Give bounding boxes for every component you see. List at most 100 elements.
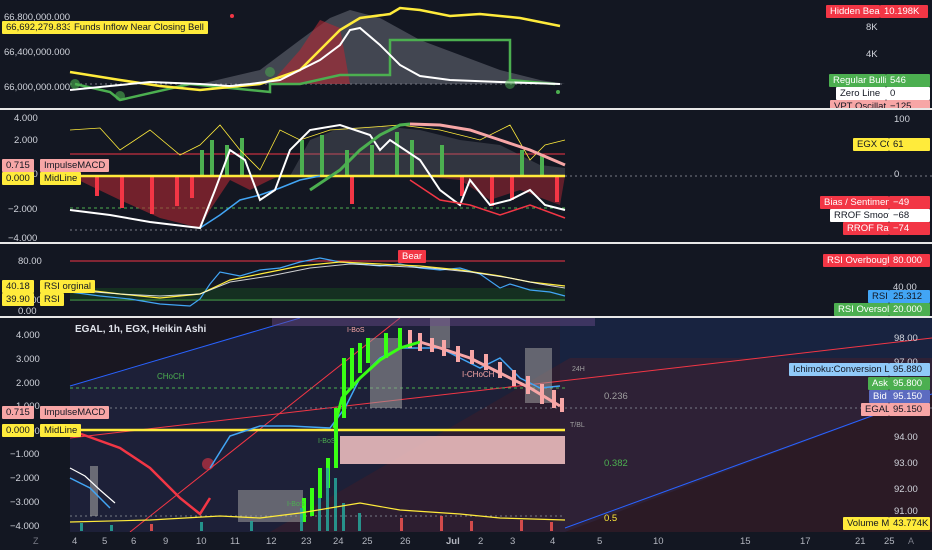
rsi-oversold-label: RSI Oversold — [834, 303, 895, 316]
time-tick: 6 — [131, 536, 137, 547]
rsi-label: RSI — [868, 290, 889, 303]
timezone-toggle[interactable]: Z — [33, 536, 39, 546]
main-price-pane[interactable]: EGAL, 1h, EGX, Heikin Ashi CHoCH I-CHoCH… — [0, 318, 932, 532]
bullish-marker — [505, 79, 515, 89]
time-tick: 25 — [884, 536, 895, 547]
red-trend-line — [69, 337, 932, 439]
left-blue-line — [69, 477, 111, 509]
time-tick: 24 — [333, 536, 344, 547]
rsi-plot — [69, 257, 566, 307]
price-tick: 94.00 — [894, 432, 918, 443]
time-tick: 15 — [740, 536, 751, 547]
hidden-bearish-label: Hidden Bearish — [826, 5, 895, 18]
bearish-dot — [230, 14, 234, 18]
impulse-title[interactable]: ImpulseMACD — [40, 159, 110, 172]
vpt-oscillator-plot — [69, 6, 565, 102]
price-tick: 98.00 — [894, 333, 918, 344]
right-tick: 4K — [866, 49, 878, 60]
y-tick: −4.000 — [8, 233, 38, 242]
dark-zone — [70, 318, 560, 532]
y-tick: 2.000 — [14, 135, 38, 146]
time-axis[interactable]: Z 4 5 6 9 10 11 12 23 24 25 26 Jul 2 3 4… — [0, 532, 932, 550]
right-tick: 40.00 — [893, 282, 917, 293]
symbol-title[interactable]: EGAL, 1h, EGX, Heikin Ashi — [75, 324, 207, 335]
price-tick: 93.00 — [894, 458, 918, 469]
vpt-red-area — [270, 20, 350, 84]
ichoch-label: I-CHoCH — [462, 370, 495, 379]
bear-tag: Bear — [398, 250, 427, 263]
y-tick: 2.000 — [16, 378, 40, 389]
rsi-band — [70, 288, 565, 300]
channel-upper — [69, 318, 301, 387]
rrof-smooth-value: −68 — [889, 209, 930, 222]
time-tick: 4 — [550, 536, 556, 547]
right-tick: 0 — [894, 169, 900, 180]
right-tick: 8K — [866, 22, 878, 33]
ichimoku-value: 95.880 — [889, 363, 930, 376]
egx-cc-value: 61 — [889, 138, 930, 151]
bullish-marker — [115, 91, 125, 101]
pane-separator[interactable] — [0, 108, 932, 110]
ibos-label: I-BoS — [287, 501, 305, 508]
rsi-pane[interactable]: Bear 80.00 20.00 0.00 40.18 RSI orginal … — [0, 244, 932, 316]
midline-value-badge: 0.000 — [2, 424, 34, 437]
bid-label: Bid — [869, 390, 889, 403]
midline-value-badge: 0.000 — [2, 172, 34, 185]
indicator-title[interactable]: Funds Inflow Near Closing Bell — [70, 21, 208, 34]
y-tick: −4.000 — [10, 521, 40, 532]
ibos-label: I-BoS — [318, 438, 336, 445]
pane-separator[interactable] — [0, 242, 932, 244]
rsi-overbought-label: RSI Overbought — [823, 254, 895, 267]
bias-sentiment-value: −49 — [889, 196, 930, 209]
time-tick: Jul — [446, 536, 460, 547]
bullish-marker — [265, 67, 275, 77]
impulse-macd-pane[interactable]: 4.000 2.000 0.000 −2.000 −4.000 0.715 Im… — [0, 110, 932, 242]
channel-lower — [564, 393, 932, 529]
auto-scale-toggle[interactable]: A — [908, 536, 915, 546]
rsi-value-badge: 39.90 — [2, 293, 34, 306]
time-tick: 5 — [597, 536, 603, 547]
rrof-smooth-line — [69, 123, 566, 230]
rrof-blue-line — [199, 175, 321, 229]
rrof-raw-line — [409, 179, 566, 219]
symbol-label: EGAL — [861, 403, 890, 416]
time-tick: 10 — [653, 536, 664, 547]
price-tick: 91.00 — [894, 506, 918, 517]
time-tick: 23 — [301, 536, 312, 547]
midline-title[interactable]: MidLine — [40, 172, 82, 185]
ibos-label: I-BoS — [347, 327, 365, 334]
time-tick: 11 — [230, 536, 240, 547]
rrof-raw-value: −74 — [889, 222, 930, 235]
rsi-title[interactable]: RSI — [40, 293, 64, 306]
vpt-white-line — [69, 26, 561, 91]
midline-title[interactable]: MidLine — [40, 424, 82, 437]
time-tick: 2 — [478, 536, 484, 547]
egx-cc-label: EGX CC — [853, 138, 893, 151]
y-tick: 4.000 — [16, 330, 40, 341]
time-tick: 3 — [510, 536, 516, 547]
fib-label: 0.236 — [604, 391, 628, 402]
cloud-area — [290, 126, 565, 176]
blue-channel — [70, 318, 932, 532]
rsi-smooth-line — [69, 263, 566, 297]
rsi-original-title[interactable]: RSI orginal — [40, 280, 95, 293]
y-tick: 0.00 — [18, 306, 37, 316]
time-tick: 21 — [855, 536, 866, 547]
regular-bullish-value: 546 — [886, 74, 930, 87]
y-tick: −3.000 — [10, 497, 40, 508]
vpt-oscillator-label: VPT Oscillator — [830, 100, 895, 108]
y-tick: 66,800,000.000 — [4, 12, 71, 23]
supply-box — [340, 436, 565, 464]
hidden-bearish-value: 10.198K — [880, 5, 928, 18]
ask-label: Ask — [868, 377, 889, 390]
red-trend-line-2 — [129, 318, 401, 532]
zero-line-value: 0 — [886, 87, 930, 100]
volume-ma-value: 43.774K — [889, 517, 930, 530]
impulse-title[interactable]: ImpulseMACD — [40, 406, 110, 419]
time-tick: 4 — [72, 536, 78, 547]
time-tick: 10 — [196, 536, 207, 547]
pane-separator[interactable] — [0, 316, 932, 318]
time-tick: 26 — [400, 536, 411, 547]
volume-bars — [80, 468, 553, 531]
vpt-oscillator-pane[interactable]: 66,800,000.000 66,400,000.000 66,000,000… — [0, 0, 932, 108]
